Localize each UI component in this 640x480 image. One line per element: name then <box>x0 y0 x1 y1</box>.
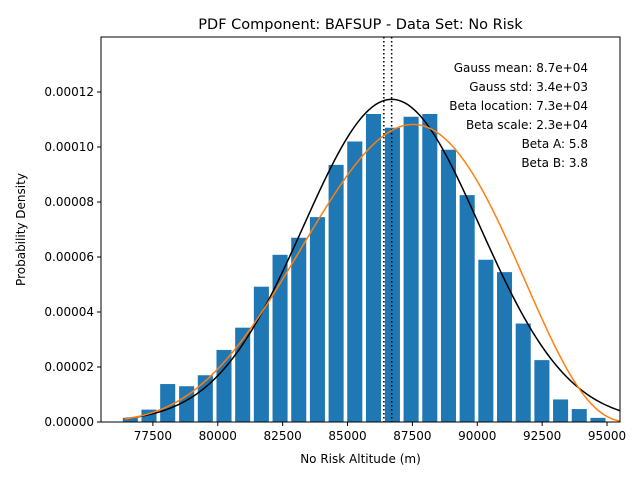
histogram-bar <box>197 375 213 422</box>
histogram-bar <box>160 384 176 422</box>
histogram-bar <box>496 272 513 422</box>
fit-parameter-text: Beta scale: 2.3e+04 <box>466 118 588 132</box>
histogram-bar <box>515 323 531 422</box>
y-tick-label: 0.00000 <box>44 415 94 429</box>
fit-parameter-text: Gauss std: 3.4e+03 <box>469 80 588 94</box>
fit-parameter-text: Beta location: 7.3e+04 <box>449 99 588 113</box>
histogram-bar <box>384 127 400 422</box>
histogram-bar <box>553 399 569 422</box>
beta-fit-curve <box>124 123 620 422</box>
y-tick-label: 0.00008 <box>44 195 94 209</box>
histogram-bars <box>122 114 606 422</box>
histogram-bar <box>365 114 382 422</box>
histogram-bar <box>122 417 138 422</box>
histogram-bar <box>328 164 344 422</box>
histogram-bar <box>478 259 494 422</box>
x-tick-label: 95000 <box>588 429 626 443</box>
gauss-fit-curve <box>124 98 620 420</box>
x-tick-label: 92500 <box>523 429 561 443</box>
fit-parameter-annotations: Gauss mean: 8.7e+04 Gauss std: 3.4e+03 Bet… <box>449 61 588 170</box>
y-tick-label: 0.00004 <box>44 305 94 319</box>
x-tick-label: 82500 <box>264 429 302 443</box>
x-axis-label: No Risk Altitude (m) <box>300 452 421 466</box>
y-tick-label: 0.00010 <box>44 140 94 154</box>
histogram-bar <box>534 360 550 422</box>
x-tick-label: 90000 <box>458 429 496 443</box>
histogram-bar <box>291 237 307 422</box>
y-tick-label: 0.00002 <box>44 360 94 374</box>
y-tick-label: 0.00012 <box>44 85 94 99</box>
axes-frame <box>100 36 621 423</box>
fit-parameter-text: Beta A: 5.8 <box>522 137 588 151</box>
y-axis-label: Probability Density <box>14 173 28 286</box>
histogram-bar <box>440 149 456 422</box>
x-tick-label: 85000 <box>328 429 366 443</box>
x-axis-ticks: 77500 80000 82500 85000 87500 90000 92500 95000 <box>134 422 626 443</box>
chart-title: PDF Component: BAFSUP - Data Set: No Ris… <box>198 17 523 33</box>
fit-parameter-text: Beta B: 3.8 <box>521 156 588 170</box>
histogram-bar <box>216 349 232 422</box>
x-tick-label: 87500 <box>393 429 431 443</box>
histogram-bar <box>253 286 269 422</box>
fit-parameter-text: Gauss mean: 8.7e+04 <box>454 61 588 75</box>
histogram-bar <box>590 417 606 422</box>
histogram-bar <box>571 409 587 422</box>
y-axis-ticks: 0.00000 0.00002 0.00004 0.00006 0.00008 0.000… <box>44 85 101 429</box>
histogram-bar <box>272 254 288 422</box>
y-tick-label: 0.00006 <box>44 250 94 264</box>
histogram-bar <box>403 116 419 422</box>
x-tick-label: 77500 <box>134 429 172 443</box>
histogram-bar <box>422 114 438 422</box>
histogram-bar <box>235 327 251 422</box>
histogram-bar <box>309 217 325 422</box>
histogram-bar <box>179 386 195 422</box>
x-tick-label: 80000 <box>199 429 237 443</box>
histogram-bar <box>347 141 363 422</box>
histogram-bar <box>459 195 475 422</box>
